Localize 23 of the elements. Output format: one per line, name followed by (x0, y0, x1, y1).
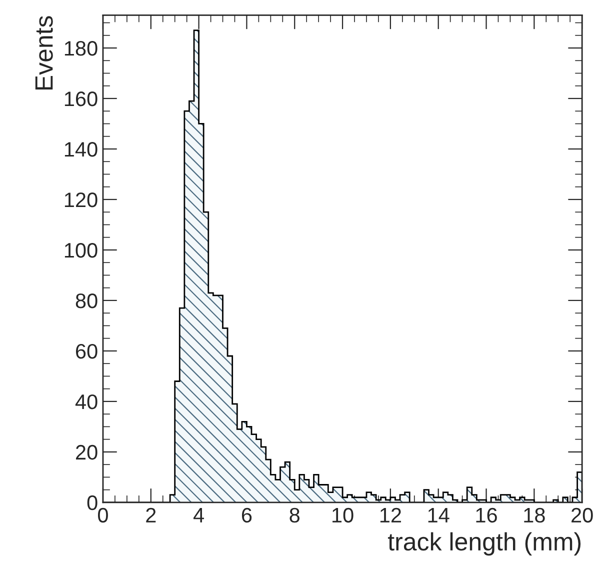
x-tick-label: 20 (572, 508, 593, 523)
x-axis-title: track length (mm) (388, 532, 581, 556)
y-tick-label: 120 (64, 192, 98, 208)
x-tick-label: 8 (290, 508, 300, 523)
y-tick-label: 100 (64, 242, 98, 258)
y-tick-label: 20 (76, 444, 98, 460)
x-tick-label: 16 (476, 508, 497, 523)
y-tick-label: 60 (76, 344, 98, 359)
x-tick-label: 4 (193, 508, 204, 522)
x-tick-label: 12 (380, 508, 401, 522)
x-tick-label: 0 (98, 508, 108, 523)
x-tick-label: 18 (524, 508, 545, 523)
x-tick-label: 10 (332, 508, 354, 523)
y-tick-label: 40 (75, 394, 98, 410)
x-tick-label: 14 (428, 508, 450, 522)
y-tick-label: 80 (76, 293, 98, 308)
y-tick-label: 160 (64, 91, 98, 106)
y-axis-title: Events (35, 16, 53, 90)
x-tick-label: 6 (242, 508, 252, 523)
y-tick-label: 180 (64, 40, 98, 56)
y-tick-label: 0 (87, 495, 98, 510)
y-tick-label: 140 (64, 142, 98, 157)
x-tick-label: 2 (146, 508, 156, 522)
